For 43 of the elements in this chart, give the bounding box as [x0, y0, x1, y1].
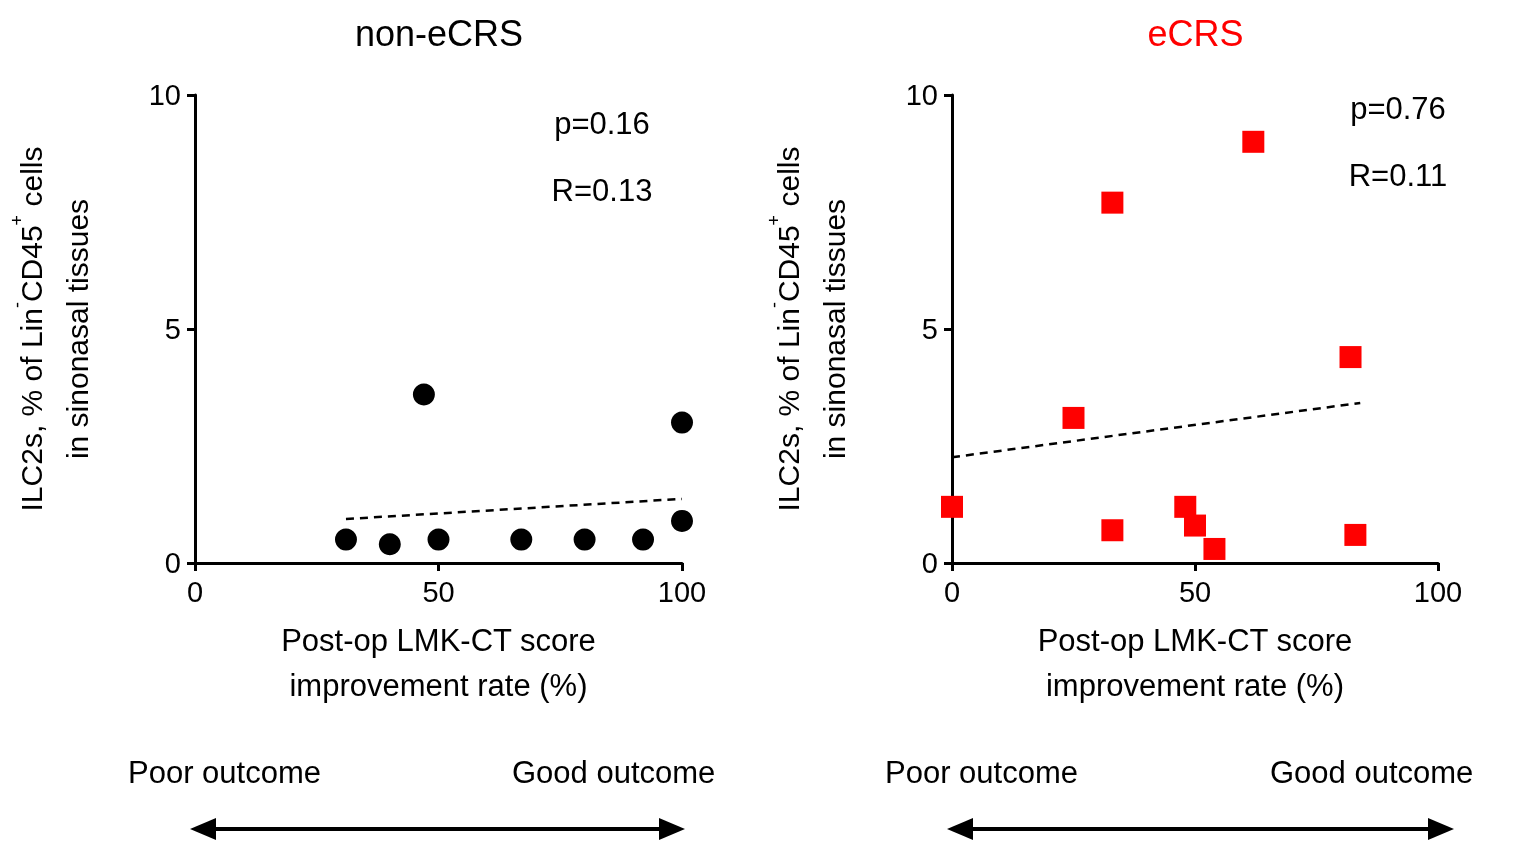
text: Good outcome	[1270, 755, 1474, 790]
point	[671, 411, 693, 434]
point	[334, 528, 357, 551]
x-tick-label: 100	[1413, 575, 1463, 608]
point	[427, 528, 450, 551]
text: Poor outcome	[885, 755, 1078, 790]
point	[378, 533, 401, 556]
annotation: p=0.76	[1350, 91, 1446, 126]
y-tick-label: 10	[148, 79, 181, 111]
point	[1184, 514, 1206, 537]
y-tick-label: 0	[921, 547, 938, 579]
point	[1101, 191, 1124, 214]
point	[671, 509, 693, 532]
x-tick-label: 50	[1178, 575, 1212, 608]
x-axis-title: Post-op LMK-CT score improvement rate (%)	[281, 623, 596, 703]
annotation: p=0.16	[554, 106, 650, 141]
point	[1339, 346, 1362, 369]
text: Good outcome	[512, 755, 716, 790]
point	[941, 495, 963, 518]
y-tick-label: 5	[921, 313, 938, 345]
annotation: R=0.11	[1348, 158, 1448, 193]
point	[1344, 523, 1367, 546]
x-tick-label: 0	[186, 575, 204, 608]
text: Poor outcome	[128, 755, 321, 790]
point	[1101, 519, 1124, 542]
point	[412, 383, 435, 406]
annotation: R=0.13	[551, 173, 653, 208]
point	[632, 528, 655, 551]
point	[1203, 537, 1226, 560]
x-tick-label: 100	[657, 575, 707, 608]
y-tick-label: 0	[164, 547, 181, 579]
point	[1174, 495, 1197, 518]
x-tick-label: 0	[943, 575, 961, 608]
x-tick-label: 50	[422, 575, 455, 608]
point	[1062, 406, 1085, 429]
point	[1242, 130, 1265, 153]
y-tick-label: 10	[905, 79, 938, 111]
y-tick-label: 5	[164, 313, 181, 345]
x-axis-title: Post-op LMK-CT score improvement rate (%)	[1037, 623, 1353, 703]
chart-title: eCRS	[1147, 12, 1244, 54]
point	[573, 528, 596, 551]
point	[510, 528, 533, 551]
chart-title: non-eCRS	[354, 12, 524, 54]
